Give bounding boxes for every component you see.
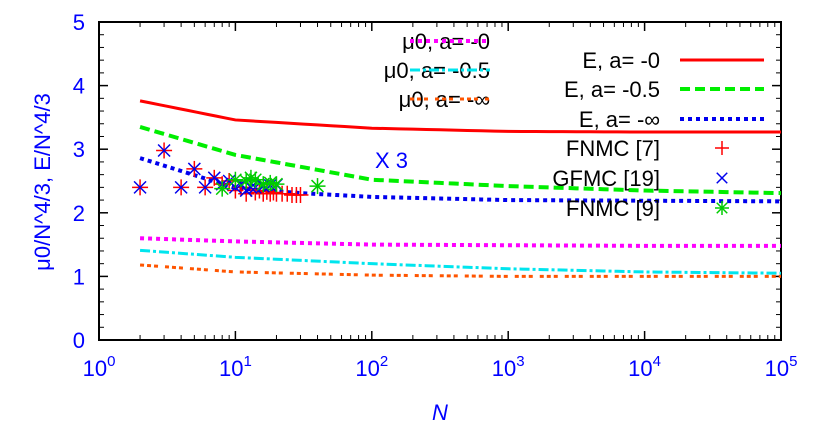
legend-label: E, a= -0 — [582, 48, 660, 73]
series-fnmc-9--point — [263, 176, 277, 190]
legend-label: FNMC [9] — [566, 196, 660, 221]
series--0-a--line — [139, 263, 781, 278]
y-tick-label: 3 — [73, 137, 85, 162]
series-gfmc-19--point — [157, 143, 171, 158]
series--0-a-0-line — [139, 236, 781, 248]
x-axis-label: N — [432, 400, 448, 425]
x-tick-label: 101 — [219, 353, 252, 381]
series-gfmc-19--point — [174, 180, 188, 194]
legend-label: GFMC [19] — [552, 166, 660, 191]
x-tick-label: 100 — [83, 353, 116, 381]
legend-label: E, a= -∞ — [579, 107, 660, 132]
series-gfmc-19--point — [133, 180, 147, 194]
legend-marker — [716, 202, 728, 214]
legend-label: E, a= -0.5 — [564, 77, 660, 102]
x-tick-label: 105 — [765, 353, 798, 381]
y-tick-label: 1 — [73, 264, 85, 289]
series-gfmc-19--point — [207, 171, 221, 185]
series-fnmc-9--point — [269, 177, 283, 191]
series-fnmc-9--point — [310, 179, 325, 193]
y-tick-label: 5 — [73, 10, 85, 35]
x-tick-label: 103 — [492, 353, 525, 381]
series-fnmc-9--point — [228, 173, 242, 187]
y-axis-label: μ0/N^4/3, E/N^4/3 — [30, 93, 55, 271]
series-fnmc-9--point — [248, 173, 262, 187]
series-gfmc-19--point — [187, 162, 201, 176]
y-tick-label: 2 — [73, 201, 85, 226]
series-fnmc-9--point — [215, 182, 229, 196]
series--0-a-0-5-line — [139, 248, 782, 275]
annotation-x3: X 3 — [375, 148, 408, 173]
x-tick-label: 104 — [628, 353, 661, 381]
legend-label: FNMC [7] — [566, 136, 660, 161]
y-tick-label: 0 — [73, 328, 85, 353]
x-tick-label: 102 — [355, 353, 388, 381]
series-e-a-0-line — [139, 99, 781, 134]
series-e-a-0-5-line — [139, 125, 782, 196]
plot-frame — [98, 21, 782, 341]
y-tick-label: 4 — [73, 74, 85, 99]
legend-marker — [716, 172, 728, 184]
